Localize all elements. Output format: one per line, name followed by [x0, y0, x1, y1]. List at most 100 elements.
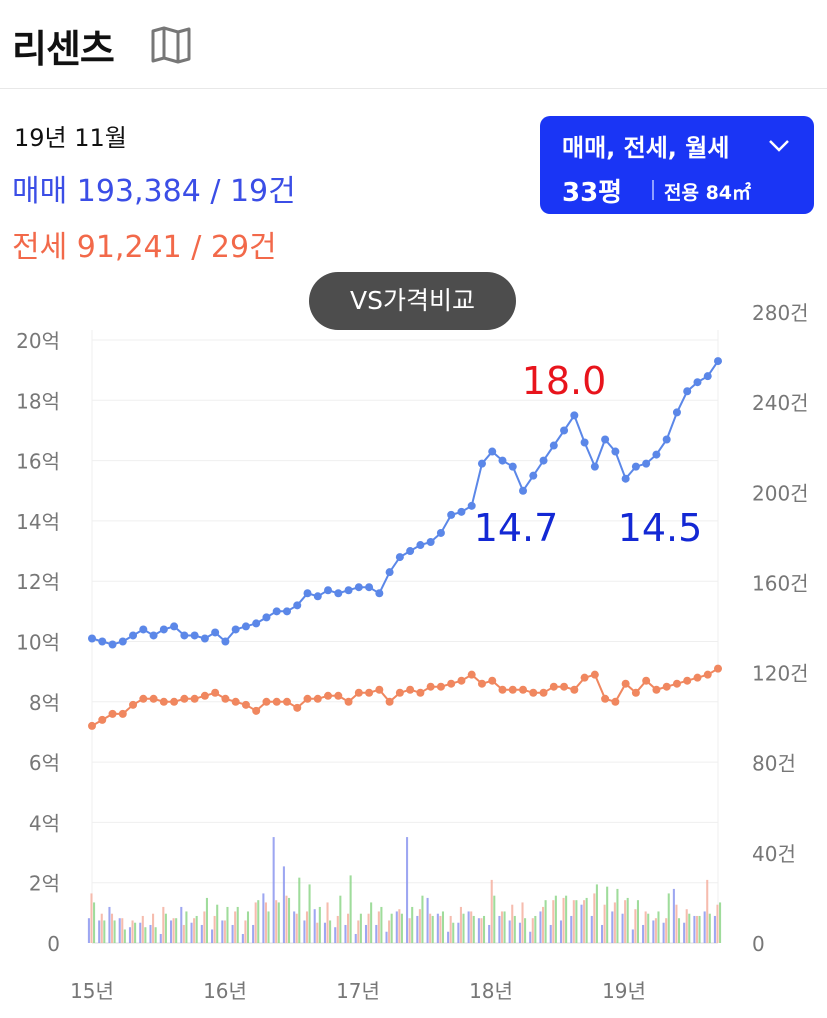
volume-bar-sale: [580, 904, 583, 943]
series-point-sale: [529, 471, 538, 480]
trade-filter-button[interactable]: 매매, 전세, 월세 33평 전용 84㎡: [540, 116, 814, 214]
series-point-jeonse: [303, 694, 312, 703]
volume-bar-rent: [657, 911, 660, 943]
y-left-tick-label: 10억: [16, 631, 60, 655]
volume-bar-rent: [452, 922, 455, 943]
series-point-sale: [642, 459, 651, 468]
series-point-jeonse: [395, 688, 404, 697]
volume-bar-rent: [390, 913, 393, 943]
volume-bar-sale: [447, 931, 450, 943]
volume-bar-sale: [118, 918, 121, 943]
series-point-jeonse: [549, 682, 558, 691]
volume-bar-sale: [241, 933, 244, 943]
y-right-tick-label: 200건: [752, 481, 809, 505]
volume-bar-jeonse: [439, 915, 442, 943]
volume-bar-rent: [534, 915, 537, 943]
volume-bar-sale: [467, 911, 470, 943]
volume-bar-rent: [462, 913, 465, 943]
series-point-jeonse: [293, 703, 302, 712]
y-left-tick-label: 6억: [29, 751, 60, 775]
series-point-jeonse: [221, 694, 230, 703]
volume-bar-jeonse: [490, 879, 493, 943]
chevron-down-icon: [768, 138, 790, 157]
volume-bar-sale: [590, 915, 593, 943]
series-point-sale: [129, 631, 138, 640]
volume-bar-rent: [513, 915, 516, 943]
volume-bar-jeonse: [172, 918, 175, 943]
y-left-tick-label: 16억: [16, 450, 60, 474]
volume-bar-rent: [113, 920, 116, 943]
volume-bar-jeonse: [418, 909, 421, 943]
volume-bar-rent: [688, 913, 691, 943]
volume-bar-jeonse: [542, 906, 545, 943]
series-point-sale: [118, 637, 127, 646]
volume-bar-sale: [713, 915, 716, 943]
volume-bar-sale: [385, 931, 388, 943]
series-point-jeonse: [498, 685, 507, 694]
y-left-tick-label: 12억: [16, 570, 60, 594]
volume-bar-jeonse: [562, 897, 565, 943]
series-point-jeonse: [344, 697, 353, 706]
volume-bar-rent: [277, 902, 280, 943]
volume-bar-rent: [205, 897, 208, 943]
map-icon[interactable]: [150, 26, 192, 68]
series-point-jeonse: [488, 676, 497, 685]
series-point-sale: [149, 631, 158, 640]
series-point-jeonse: [272, 697, 281, 706]
volume-bar-sale: [406, 837, 409, 943]
volume-bar-rent: [185, 911, 188, 943]
volume-bar-rent: [411, 906, 414, 943]
volume-bar-rent: [93, 902, 96, 943]
series-point-jeonse: [211, 688, 220, 697]
series-point-jeonse: [539, 688, 548, 697]
y-right-tick-label: 160건: [752, 571, 809, 595]
vs-compare-button[interactable]: VS가격비교: [309, 272, 516, 330]
series-point-jeonse: [714, 664, 722, 673]
volume-bar-jeonse: [583, 900, 586, 943]
volume-bar-rent: [524, 918, 527, 943]
volume-bar-rent: [370, 902, 373, 943]
volume-bar-rent: [359, 913, 362, 943]
series-point-sale: [539, 456, 548, 465]
series-point-sale: [272, 607, 281, 616]
series-point-sale: [375, 589, 384, 598]
apartment-name: 리센츠: [12, 27, 115, 71]
series-point-sale: [488, 447, 497, 456]
volume-bar-jeonse: [480, 918, 483, 943]
volume-bar-rent: [154, 927, 157, 943]
volume-bar-sale: [282, 866, 285, 943]
volume-bar-jeonse: [398, 909, 401, 943]
volume-bar-sale: [498, 915, 501, 943]
volume-bar-jeonse: [100, 913, 103, 943]
volume-bar-jeonse: [449, 915, 452, 943]
volume-bar-jeonse: [213, 915, 216, 943]
series-point-sale: [611, 447, 620, 456]
series-point-sale: [714, 357, 722, 366]
series-point-sale: [519, 486, 528, 495]
volume-bar-jeonse: [316, 922, 319, 943]
volume-bar-sale: [200, 924, 203, 943]
area-label: 전용 84㎡: [664, 182, 752, 204]
volume-bar-sale: [703, 911, 706, 943]
x-tick-label: 19년: [602, 979, 646, 1003]
series-point-sale: [231, 625, 240, 634]
series-point-sale: [334, 589, 343, 598]
volume-bar-sale: [652, 920, 655, 943]
volume-bar-jeonse: [152, 913, 155, 943]
volume-bar-rent: [636, 900, 639, 943]
series-point-sale: [508, 462, 517, 471]
series-point-jeonse: [436, 682, 445, 691]
volume-bar-rent: [431, 915, 434, 943]
volume-bar-jeonse: [326, 902, 329, 943]
series-point-sale: [457, 507, 466, 516]
volume-bar-jeonse: [716, 904, 719, 943]
series-point-sale: [683, 387, 692, 396]
volume-bar-sale: [313, 909, 316, 943]
volume-bar-jeonse: [459, 906, 462, 943]
volume-bar-sale: [128, 927, 132, 943]
volume-bar-rent: [595, 884, 598, 943]
series-point-jeonse: [457, 676, 466, 685]
series-line-sale: [91, 360, 719, 646]
volume-bar-rent: [493, 895, 496, 943]
volume-bar-sale: [159, 933, 162, 943]
